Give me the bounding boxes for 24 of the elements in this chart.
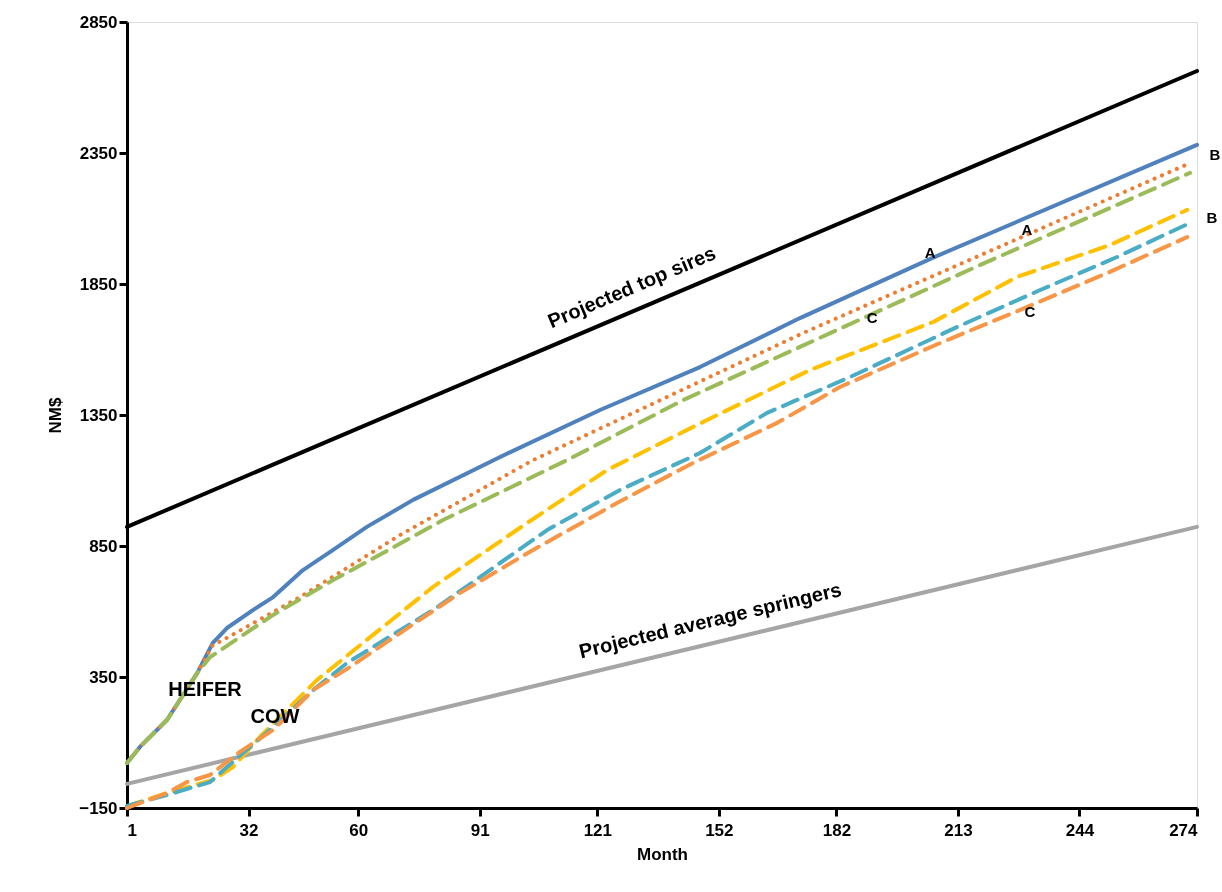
x-tick-label: 32 [239,820,259,840]
y-tick-label: 2850 [79,12,118,32]
x-tick-label: 152 [705,820,734,840]
annotation: A [924,244,936,262]
y-tick-label: 1850 [79,274,118,294]
annotation: C [1024,303,1036,321]
text: B [1206,209,1218,226]
x-axis-title: Month [637,844,688,864]
y-tick-label: 1350 [79,405,118,425]
y-tick-label: 850 [89,536,118,556]
x-tick-label: 1 [127,820,137,840]
x-tick-label: 274 [1169,820,1199,840]
y-tick-label: 2350 [79,143,118,163]
x-tick-label: 91 [470,820,490,840]
x-tick-label: 213 [944,820,973,840]
annotation: A [1021,221,1033,239]
text: B [1209,146,1221,163]
x-tick-label: 244 [1065,820,1095,840]
y-tick-label: −150 [79,798,118,818]
y-tick-label: 350 [89,667,118,687]
y-axis-title: NM$ [46,397,66,434]
x-tick-label: 182 [822,820,852,840]
x-tick-label: 121 [583,820,613,840]
x-tick-label: 60 [349,820,369,840]
